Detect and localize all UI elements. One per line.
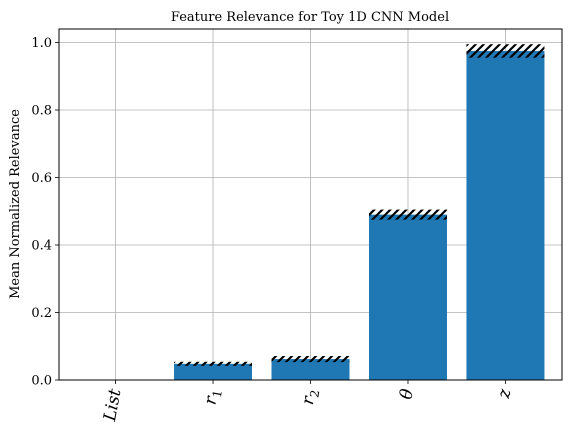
bar bbox=[368, 214, 447, 380]
x-tick-label-main: List bbox=[100, 387, 126, 423]
bars-layer bbox=[174, 44, 545, 380]
error-band bbox=[271, 356, 350, 363]
y-tick-label: 0.0 bbox=[31, 374, 52, 389]
x-tick-label: r2 bbox=[298, 387, 322, 406]
bar bbox=[174, 363, 253, 380]
y-tick-label: 0.6 bbox=[31, 171, 52, 186]
error-band bbox=[368, 209, 447, 220]
ticks-layer: 0.0 0.2 0.4 0.6 0.8 1.0 List r1 r2 θ z bbox=[31, 36, 515, 424]
x-tick-label: z bbox=[494, 386, 516, 400]
x-tick-label-main: z bbox=[494, 386, 516, 400]
error-band bbox=[466, 44, 545, 58]
y-tick-label: 0.8 bbox=[31, 104, 52, 119]
chart-title: Feature Relevance for Toy 1D CNN Model bbox=[171, 10, 449, 25]
x-tick-label-main: θ bbox=[396, 387, 417, 401]
bar bbox=[271, 359, 350, 380]
plot-frame bbox=[58, 28, 563, 381]
y-axis-label: Mean Normalized Relevance bbox=[8, 109, 23, 299]
bar bbox=[466, 50, 545, 380]
x-tick-label: List bbox=[100, 387, 126, 423]
y-tick-label: 0.2 bbox=[31, 306, 52, 321]
x-tick-label-subscript: 2 bbox=[307, 389, 322, 399]
x-tick-label: θ bbox=[396, 387, 417, 401]
x-tick-label-subscript: 1 bbox=[210, 389, 225, 399]
error-band bbox=[174, 361, 253, 366]
y-tick-label: 1.0 bbox=[31, 36, 52, 51]
x-tick-label: r1 bbox=[201, 387, 225, 406]
y-tick-label: 0.4 bbox=[31, 239, 52, 254]
